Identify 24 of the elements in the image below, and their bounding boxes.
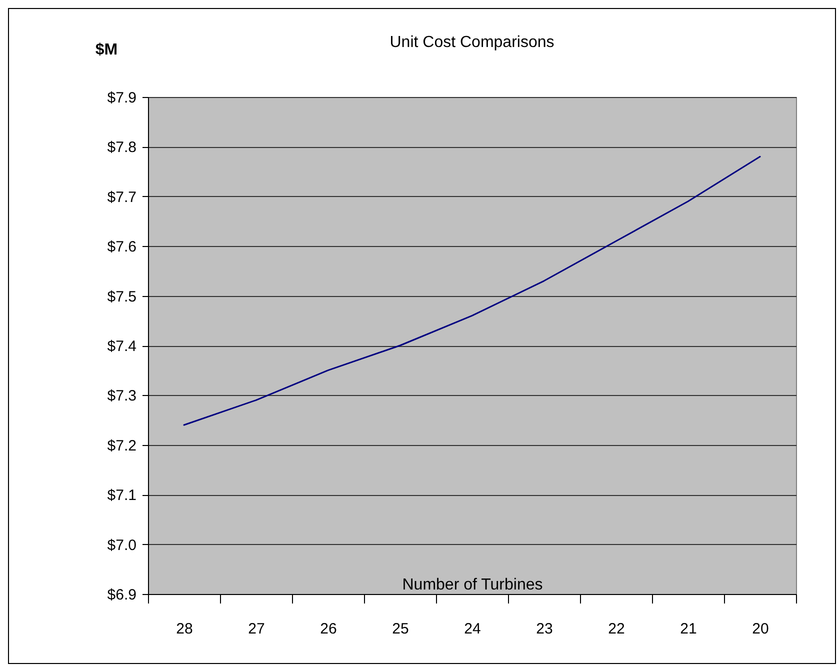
x-tick-label: 28 [176, 620, 193, 638]
y-tick-label: $7.4 [107, 338, 136, 355]
y-tick-label: $7.3 [107, 388, 136, 405]
y-tick-label: $7.7 [107, 188, 136, 206]
x-tick-label: 25 [392, 620, 409, 638]
x-tick-label: 27 [248, 620, 265, 638]
y-tick-label: $7.6 [107, 238, 136, 256]
y-tick-label: $6.9 [107, 586, 136, 604]
y-axis-title: $M [95, 42, 118, 58]
x-tick-label: 21 [680, 620, 697, 638]
chart-title: Unit Cost Comparisons [388, 34, 556, 52]
y-tick-label: $7.0 [107, 536, 136, 554]
y-tick-label: $7.9 [107, 90, 136, 106]
x-tick-label: 20 [752, 620, 769, 638]
x-tick-label: 22 [608, 620, 625, 638]
y-tick-label: $7.2 [107, 437, 136, 454]
y-tick-label: $7.5 [107, 288, 136, 306]
y-tick-label: $7.1 [107, 487, 136, 504]
x-tick-label: 23 [536, 620, 553, 638]
x-tick-label: 24 [464, 620, 481, 638]
x-tick-label: 26 [320, 620, 337, 638]
y-tick-label: $7.8 [107, 139, 136, 156]
x-axis-title: Number of Turbines [402, 576, 543, 594]
line-series [183, 156, 761, 426]
